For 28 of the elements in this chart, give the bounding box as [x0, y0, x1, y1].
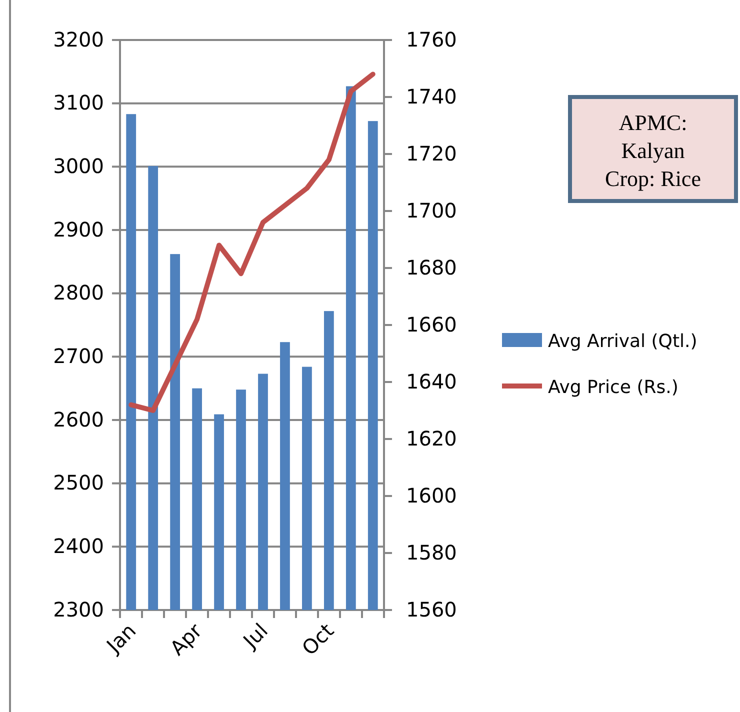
y-tick-label: 2300 [53, 597, 104, 622]
y2-tick-label: 1660 [406, 312, 457, 336]
y2-tick-label: 1640 [406, 369, 457, 394]
y2-tick-label: 1760 [406, 27, 457, 52]
y2-tick-label: 1600 [406, 483, 457, 508]
y2-tick-label: 1720 [406, 141, 457, 166]
y-tick-label: 3100 [53, 90, 104, 115]
x-tick-label: Jul [237, 618, 273, 654]
text: APMC: Kalyan Crop: Rice [605, 110, 701, 191]
y-tick-label: 2400 [53, 534, 104, 558]
y2-tick-label: 1740 [406, 84, 457, 108]
x-tick-label: Jan [100, 618, 141, 659]
x-tick-label: Apr [165, 618, 208, 660]
y-tick-label: 2900 [53, 217, 104, 242]
x-tick-label: Oct [297, 618, 339, 660]
y-tick-label: 3200 [53, 27, 104, 52]
y-tick-label: 2800 [53, 280, 104, 305]
y-tick-label: 2700 [53, 344, 104, 368]
legend-label: Avg Arrival (Qtl.) [548, 331, 698, 352]
y2-tick-label: 1580 [406, 540, 457, 564]
y-tick-label: 2600 [53, 407, 104, 432]
y2-tick-label: 1620 [406, 426, 457, 450]
y-tick-label: 2500 [53, 470, 104, 495]
y2-tick-label: 1700 [406, 198, 457, 222]
y-tick-label: 3000 [53, 154, 104, 178]
y2-tick-label: 1560 [406, 597, 457, 622]
y2-tick-label: 1680 [406, 255, 457, 280]
legend-label: Avg Price (Rs.) [548, 377, 678, 398]
